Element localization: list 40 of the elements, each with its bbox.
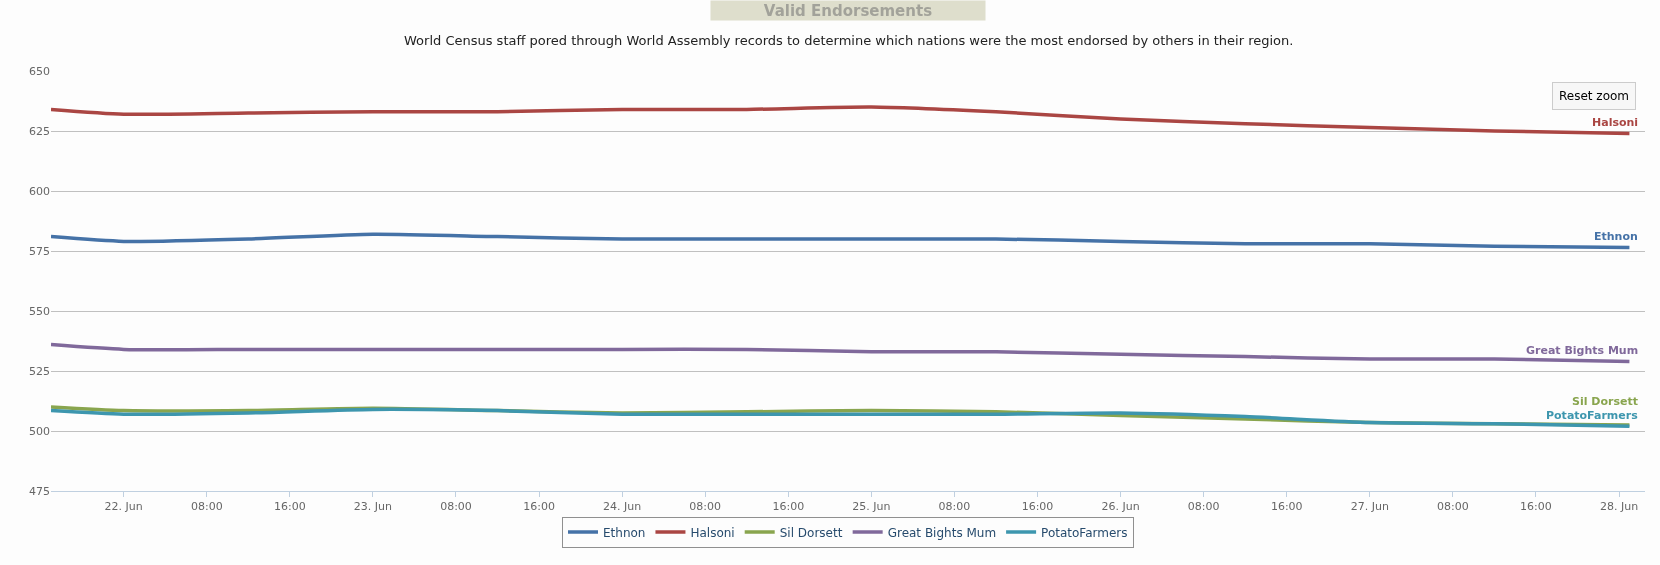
x-tick-label: 16:00 <box>772 500 805 514</box>
text: PotatoFarmers <box>1546 409 1638 422</box>
legend-label: PotatoFarmers <box>1041 525 1128 540</box>
y-tick-label: 575 <box>29 244 50 258</box>
x-tick-label: 24. Jun <box>603 500 642 514</box>
x-tick-label: 08:00 <box>1437 500 1469 514</box>
x-tick-label: 16:00 <box>1021 500 1054 514</box>
annotation: Reset zoom <box>1559 89 1630 103</box>
x-tick-label: 08:00 <box>938 500 971 514</box>
legend-label: Sil Dorsett <box>779 525 843 540</box>
text: Halsoni <box>1592 116 1639 129</box>
legend-label: Ethnon <box>603 525 646 540</box>
y-tick-label: 500 <box>29 424 50 438</box>
y-tick-label: 525 <box>29 364 50 378</box>
legend-label: Great Bights Mum <box>887 525 997 540</box>
x-tick-label: 08:00 <box>440 500 472 514</box>
x-tick-label: 16:00 <box>1520 500 1552 514</box>
x-tick-label: 25. Jun <box>852 500 891 514</box>
x-tick-label: 26. Jun <box>1101 500 1140 514</box>
x-tick-label: 08:00 <box>190 500 223 514</box>
x-tick-label: 28. Jun <box>1599 500 1639 514</box>
y-tick-label: 625 <box>29 124 50 138</box>
x-tick-label: 23. Jun <box>353 500 393 514</box>
y-tick-label: 650 <box>29 64 50 78</box>
y-tick-label: 550 <box>29 304 50 318</box>
text: Ethnon <box>1594 230 1638 243</box>
y-tick-label: 600 <box>29 184 50 198</box>
x-tick-label: 08:00 <box>1187 500 1220 514</box>
chart-title: Valid Endorsements <box>763 1 933 20</box>
x-tick-label: 27. Jun <box>1350 500 1389 514</box>
x-tick-label: 16:00 <box>523 500 555 514</box>
chart-subtitle: World Census staff pored through World Assembly records to determine which nations were the most endorsed by others in their region. <box>404 33 1294 48</box>
text: Sil Dorsett <box>1572 395 1638 408</box>
x-tick-label: 16:00 <box>273 500 306 514</box>
x-tick-label: 22. Jun <box>104 500 143 514</box>
x-tick-label: 16:00 <box>1270 500 1303 514</box>
legend-label: Halsoni <box>690 525 735 540</box>
y-tick-label: 475 <box>29 484 50 498</box>
x-tick-label: 08:00 <box>689 500 722 514</box>
text: Great Bights Mum <box>1526 344 1639 357</box>
